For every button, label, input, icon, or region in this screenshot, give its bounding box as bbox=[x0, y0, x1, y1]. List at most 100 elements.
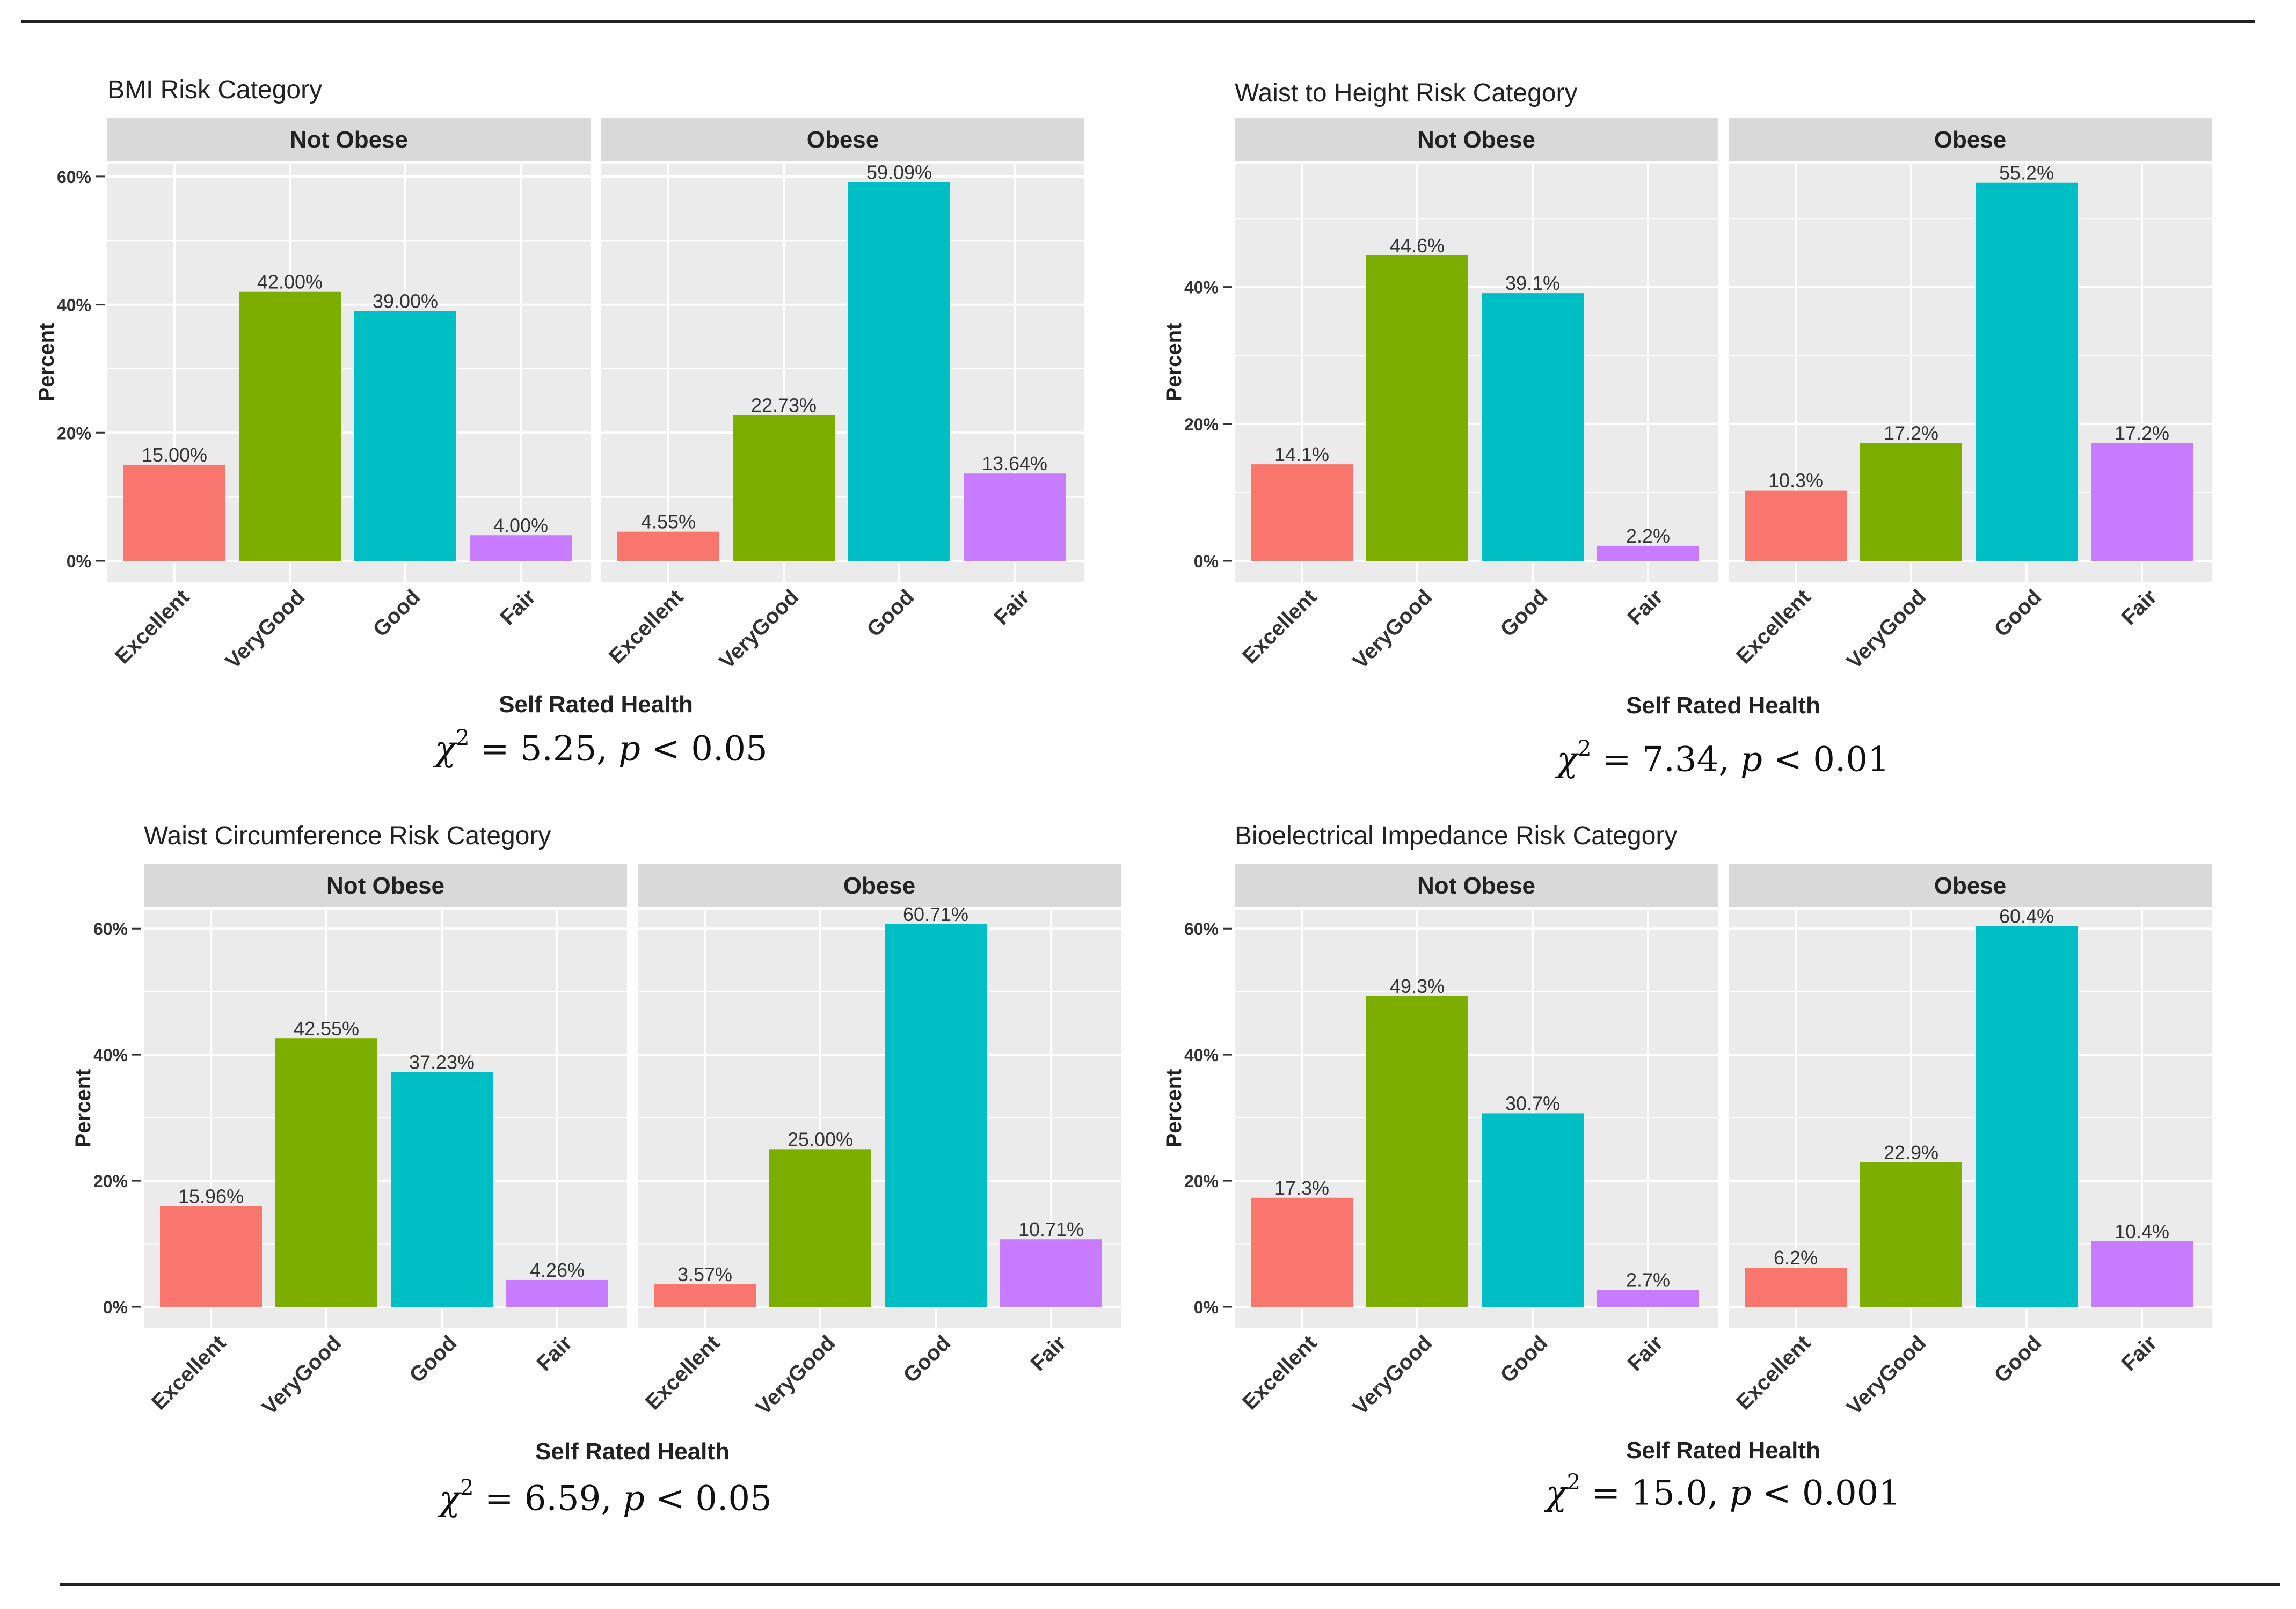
x-tick-label: VeryGood bbox=[1842, 585, 1931, 674]
bar-obese-good bbox=[885, 924, 987, 1307]
bar-not-obese-fair bbox=[1597, 545, 1699, 561]
bar-obese-good bbox=[848, 182, 950, 561]
bar-not-obese-excellent bbox=[160, 1206, 262, 1307]
y-axis-label: Percent bbox=[1162, 1069, 1186, 1148]
y-tick-label: 60% bbox=[57, 167, 91, 187]
chi-symbol: χ bbox=[1546, 1473, 1567, 1513]
facet-strip bbox=[144, 864, 627, 907]
data-label: 49.3% bbox=[1390, 975, 1445, 997]
bar-not-obese-excellent bbox=[1251, 464, 1353, 561]
bar-not-obese-very-good bbox=[275, 1038, 377, 1307]
facet-label: Obese bbox=[843, 873, 916, 899]
bar-obese-excellent bbox=[654, 1284, 756, 1307]
x-axis-label: Self Rated Health bbox=[499, 691, 693, 718]
data-label: 39.00% bbox=[373, 290, 438, 312]
data-label: 55.2% bbox=[1999, 162, 2054, 184]
x-tick-label: VeryGood bbox=[752, 1331, 840, 1420]
y-tick-label: 40% bbox=[93, 1045, 128, 1065]
x-tick-label: Good bbox=[368, 585, 425, 641]
y-tick-label: 20% bbox=[57, 423, 91, 443]
x-axis-label: Self Rated Health bbox=[1626, 1437, 1820, 1464]
p-threshold: < 0.05 bbox=[644, 1479, 772, 1519]
x-tick-label: Fair bbox=[2117, 1331, 2161, 1376]
chart-waist-circumference: Waist Circumference Risk Category Percen… bbox=[58, 821, 1132, 1562]
bar-not-obese-excellent bbox=[1251, 1197, 1353, 1307]
bar-not-obese-excellent bbox=[123, 464, 225, 561]
bar-obese-fair bbox=[964, 473, 1066, 561]
bar-not-obese-good bbox=[354, 311, 456, 561]
x-tick-label: Good bbox=[1496, 585, 1552, 641]
x-tick-label: VeryGood bbox=[1349, 585, 1437, 674]
chart-title: Waist Circumference Risk Category bbox=[144, 822, 551, 850]
bar-not-obese-very-good bbox=[1366, 255, 1468, 561]
p-symbol: p bbox=[1740, 740, 1762, 780]
bar-obese-fair bbox=[2091, 1241, 2193, 1307]
y-tick-label: 40% bbox=[1184, 278, 1219, 297]
data-label: 60.71% bbox=[903, 903, 968, 925]
facet-strip bbox=[1235, 864, 1718, 907]
bar-obese-excellent bbox=[1745, 1268, 1847, 1307]
facet-strip bbox=[107, 118, 591, 161]
y-tick-label: 60% bbox=[93, 919, 128, 939]
data-label: 17.3% bbox=[1274, 1177, 1329, 1199]
facet-label: Obese bbox=[1934, 873, 2007, 899]
y-tick-label: 20% bbox=[93, 1172, 128, 1191]
facet-label: Not Obese bbox=[290, 127, 408, 153]
bar-not-obese-good bbox=[1482, 293, 1584, 561]
bar-obese-very-good bbox=[1860, 443, 1962, 561]
bar-obese-very-good bbox=[733, 415, 835, 561]
x-axis-label: Self Rated Health bbox=[535, 1438, 730, 1465]
data-label: 59.09% bbox=[866, 162, 932, 184]
facet-label: Not Obese bbox=[1417, 873, 1535, 899]
facet-label: Not Obese bbox=[1417, 127, 1535, 153]
data-label: 22.9% bbox=[1884, 1142, 1938, 1164]
facet-strip bbox=[601, 118, 1084, 161]
x-tick-label: VeryGood bbox=[258, 1331, 346, 1420]
data-label: 13.64% bbox=[982, 452, 1047, 474]
data-label: 4.00% bbox=[493, 514, 548, 536]
x-tick-label: VeryGood bbox=[1349, 1331, 1437, 1420]
chi-value: = 7.34, bbox=[1591, 740, 1740, 780]
y-tick-label: 20% bbox=[1184, 415, 1219, 434]
x-tick-label: Excellent bbox=[1238, 1331, 1321, 1414]
y-tick-label: 0% bbox=[1194, 1298, 1219, 1317]
bar-obese-good bbox=[1976, 926, 2078, 1307]
chi-exponent: 2 bbox=[1578, 736, 1592, 761]
p-threshold: < 0.01 bbox=[1762, 740, 1890, 780]
x-tick-label: Fair bbox=[1026, 1331, 1070, 1376]
x-tick-label: Good bbox=[1496, 1331, 1552, 1387]
bar-obese-very-good bbox=[769, 1149, 871, 1307]
chart-bioelectrical-impedance: Bioelectrical Impedance Risk Category Pe… bbox=[1149, 821, 2222, 1562]
bar-not-obese-fair bbox=[1597, 1290, 1699, 1307]
chart-canvas: Percent 0% 20% 40% 60% Not Obese 17.3% 49.3% 30.… bbox=[1162, 864, 2212, 1420]
chi-square-statistic: χ2 = 6.59, p < 0.05 bbox=[439, 1475, 772, 1519]
chi-square-statistic: χ2 = 15.0, p < 0.001 bbox=[1546, 1470, 1900, 1513]
data-label: 15.00% bbox=[142, 444, 207, 466]
bottom-rule bbox=[60, 1583, 2280, 1586]
x-tick-label: VeryGood bbox=[221, 585, 310, 674]
data-label: 6.2% bbox=[1774, 1247, 1818, 1269]
data-label: 2.7% bbox=[1626, 1269, 1670, 1291]
bar-not-obese-very-good bbox=[239, 291, 341, 561]
chart-title: Bioelectrical Impedance Risk Category bbox=[1235, 822, 1678, 850]
y-axis-label: Percent bbox=[1162, 323, 1186, 402]
x-tick-label: Excellent bbox=[1732, 585, 1815, 668]
chi-value: = 15.0, bbox=[1580, 1473, 1730, 1513]
x-tick-label: Excellent bbox=[147, 1331, 230, 1414]
bar-not-obese-fair bbox=[470, 535, 572, 561]
y-tick-label: 40% bbox=[57, 296, 91, 315]
y-tick-label: 0% bbox=[67, 552, 91, 571]
bar-obese-excellent bbox=[1745, 490, 1847, 561]
data-label: 2.2% bbox=[1626, 525, 1670, 547]
facet-strip bbox=[1729, 118, 2212, 161]
data-label: 17.2% bbox=[2115, 422, 2169, 444]
chart-bmi: BMI Risk Category Percent 0% 20% 40% 60% Not … bbox=[21, 75, 1095, 816]
facet-label: Obese bbox=[807, 127, 879, 153]
bar-not-obese-very-good bbox=[1366, 996, 1468, 1307]
x-tick-label: Excellent bbox=[604, 585, 688, 668]
x-tick-label: Good bbox=[862, 585, 919, 641]
facet-label: Obese bbox=[1934, 127, 2007, 153]
bar-obese-fair bbox=[1000, 1239, 1102, 1307]
bar-obese-excellent bbox=[617, 531, 719, 561]
data-label: 4.55% bbox=[641, 511, 696, 533]
